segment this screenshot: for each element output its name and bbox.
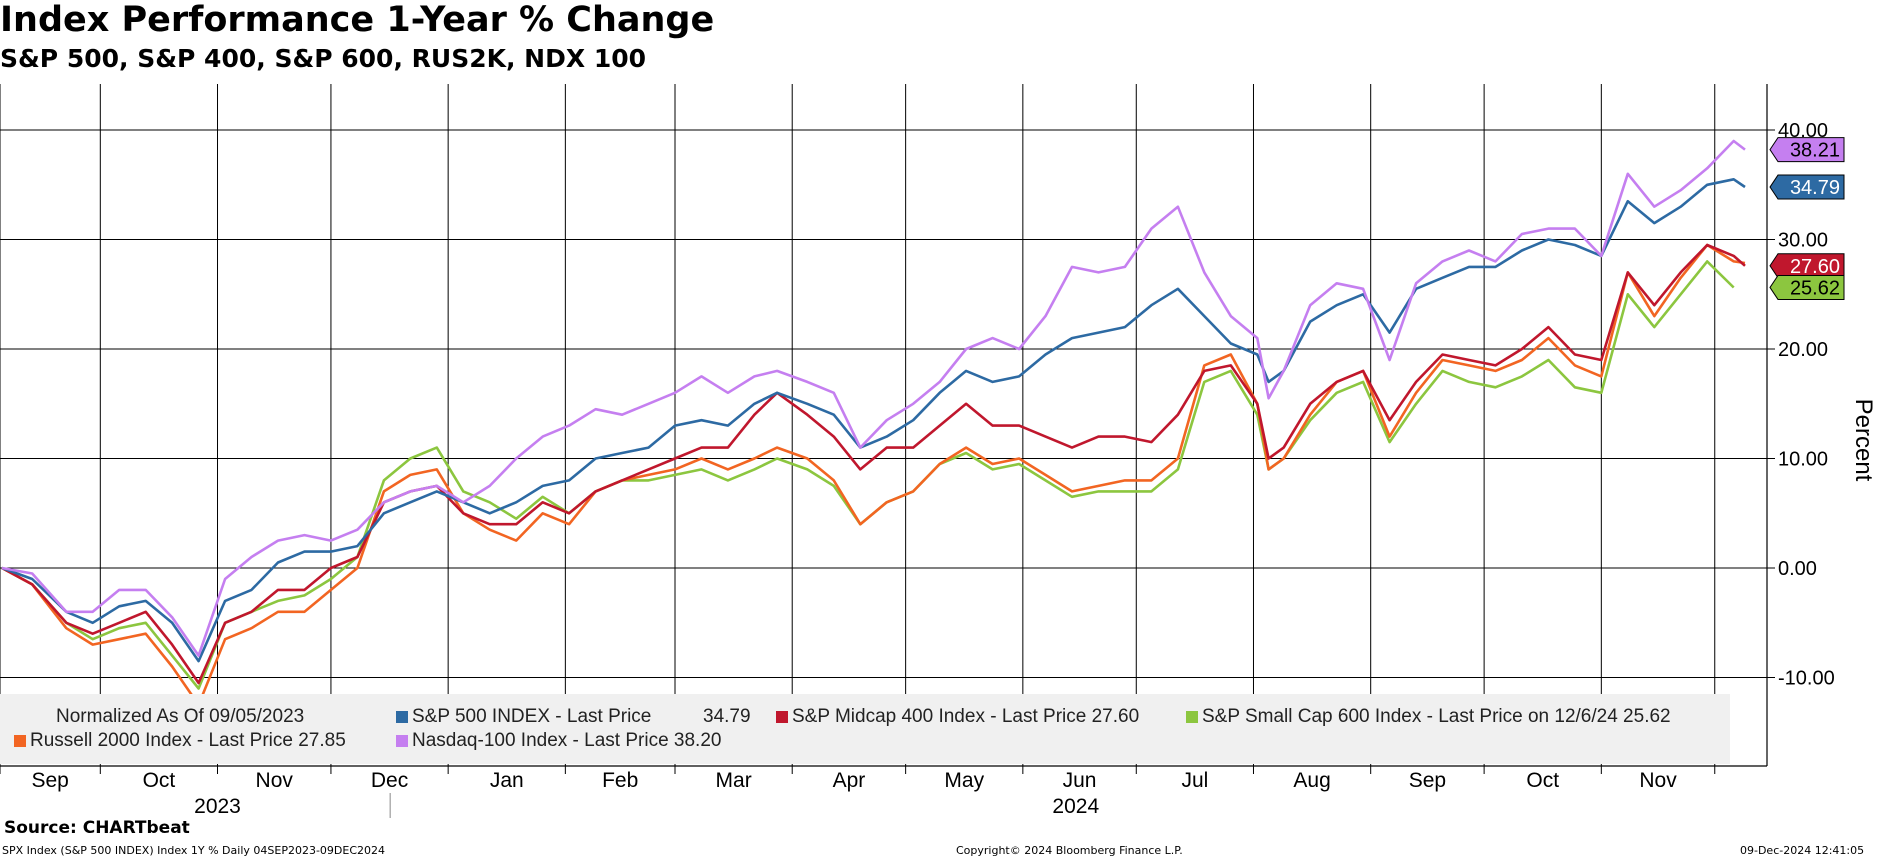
legend-label-spx: S&P 500 INDEX - Last Price	[412, 706, 652, 727]
series-line-sml	[1, 260, 1735, 690]
x-tick-label: Sep	[1409, 769, 1446, 792]
x-tick-label: Jan	[490, 769, 524, 792]
legend-swatch-rty	[14, 735, 26, 747]
x-tick-label: Dec	[371, 769, 408, 792]
x-tick-label: May	[944, 769, 984, 792]
y-tick-label: -10.00	[1778, 668, 1835, 690]
y-tick-label: 30.00	[1778, 230, 1828, 252]
legend-label-mid: S&P Midcap 400 Index - Last Price 27.60	[792, 706, 1140, 727]
x-tick-label: Apr	[833, 769, 866, 792]
legend-value-spx: 34.79	[703, 706, 751, 727]
x-tick-label: Oct	[1526, 769, 1559, 792]
legend: Normalized As Of 09/05/2023 S&P 500 INDE…	[0, 694, 1730, 764]
last-value-tag-spx	[1769, 174, 1845, 200]
x-tick-label: Jun	[1063, 769, 1097, 792]
last-value-label-ndx: 38.21	[1790, 140, 1840, 162]
x-tick-label: Oct	[143, 769, 176, 792]
legend-swatch-mid	[776, 711, 788, 723]
chart-title: Index Performance 1-Year % Change	[0, 0, 715, 40]
legend-label-rty: Russell 2000 Index - Last Price 27.85	[30, 730, 346, 751]
y-tick-label: 20.00	[1778, 339, 1828, 361]
legend-item-ndx: Nasdaq-100 Index - Last Price 38.20	[396, 730, 721, 752]
last-value-tag-mid	[1769, 253, 1845, 279]
legend-item-spx: S&P 500 INDEX - Last Price	[396, 706, 651, 728]
axis-layer: 40.00 30.00 20.00 10.00 0.00 -10.00 Sep Oct Nov D…	[0, 84, 1835, 818]
last-value-label-sml: 25.62	[1790, 277, 1840, 299]
y-tick-label: 40.00	[1778, 120, 1828, 142]
series-line-rty	[1, 243, 1746, 707]
chart-subtitle: S&P 500, S&P 400, S&P 600, RUS2K, NDX 10…	[0, 44, 647, 73]
legend-note: Normalized As Of 09/05/2023	[56, 706, 305, 727]
x-tick-label: Nov	[256, 769, 294, 792]
x-tick-label: Nov	[1639, 769, 1677, 792]
y-tick-label: 10.00	[1778, 449, 1828, 471]
footer-copyright: Copyright© 2024 Bloomberg Finance L.P.	[956, 844, 1183, 857]
y-axis-label: Percent	[1850, 399, 1877, 482]
year-label: 2023	[194, 795, 241, 818]
last-value-label-mid: 27.60	[1790, 256, 1840, 278]
year-label: 2024	[1052, 795, 1099, 818]
y-tick-label: 0.00	[1778, 558, 1817, 580]
x-tick-label: Feb	[602, 769, 638, 792]
x-tick-label: Aug	[1293, 769, 1330, 792]
legend-swatch-sml	[1186, 711, 1198, 723]
footer-ticker-info: SPX Index (S&P 500 INDEX) Index 1Y % Dai…	[2, 844, 386, 857]
legend-swatch-ndx	[396, 735, 408, 747]
last-value-label-spx: 34.79	[1790, 177, 1840, 199]
source-label: Source: CHARTbeat	[4, 818, 190, 838]
x-tick-label: Sep	[31, 769, 68, 792]
last-value-tag-ndx	[1769, 137, 1845, 163]
series-layer	[1, 139, 1746, 707]
last-value-tag-sml	[1769, 274, 1845, 300]
legend-item-mid: S&P Midcap 400 Index - Last Price 27.60	[776, 706, 1139, 728]
legend-item-sml: S&P Small Cap 600 Index - Last Price on …	[1186, 706, 1671, 728]
legend-label-sml: S&P Small Cap 600 Index - Last Price on …	[1202, 706, 1671, 727]
footer-timestamp: 09-Dec-2024 12:41:05	[1740, 844, 1865, 857]
x-tick-label: Jul	[1181, 769, 1208, 792]
series-line-mid	[1, 243, 1746, 685]
legend-swatch-spx	[396, 711, 408, 723]
legend-item-rty: Russell 2000 Index - Last Price 27.85	[14, 730, 346, 752]
legend-label-ndx: Nasdaq-100 Index - Last Price 38.20	[412, 730, 722, 751]
series-line-spx	[1, 178, 1746, 663]
series-line-ndx	[1, 139, 1746, 657]
x-tick-label: Mar	[716, 769, 752, 792]
